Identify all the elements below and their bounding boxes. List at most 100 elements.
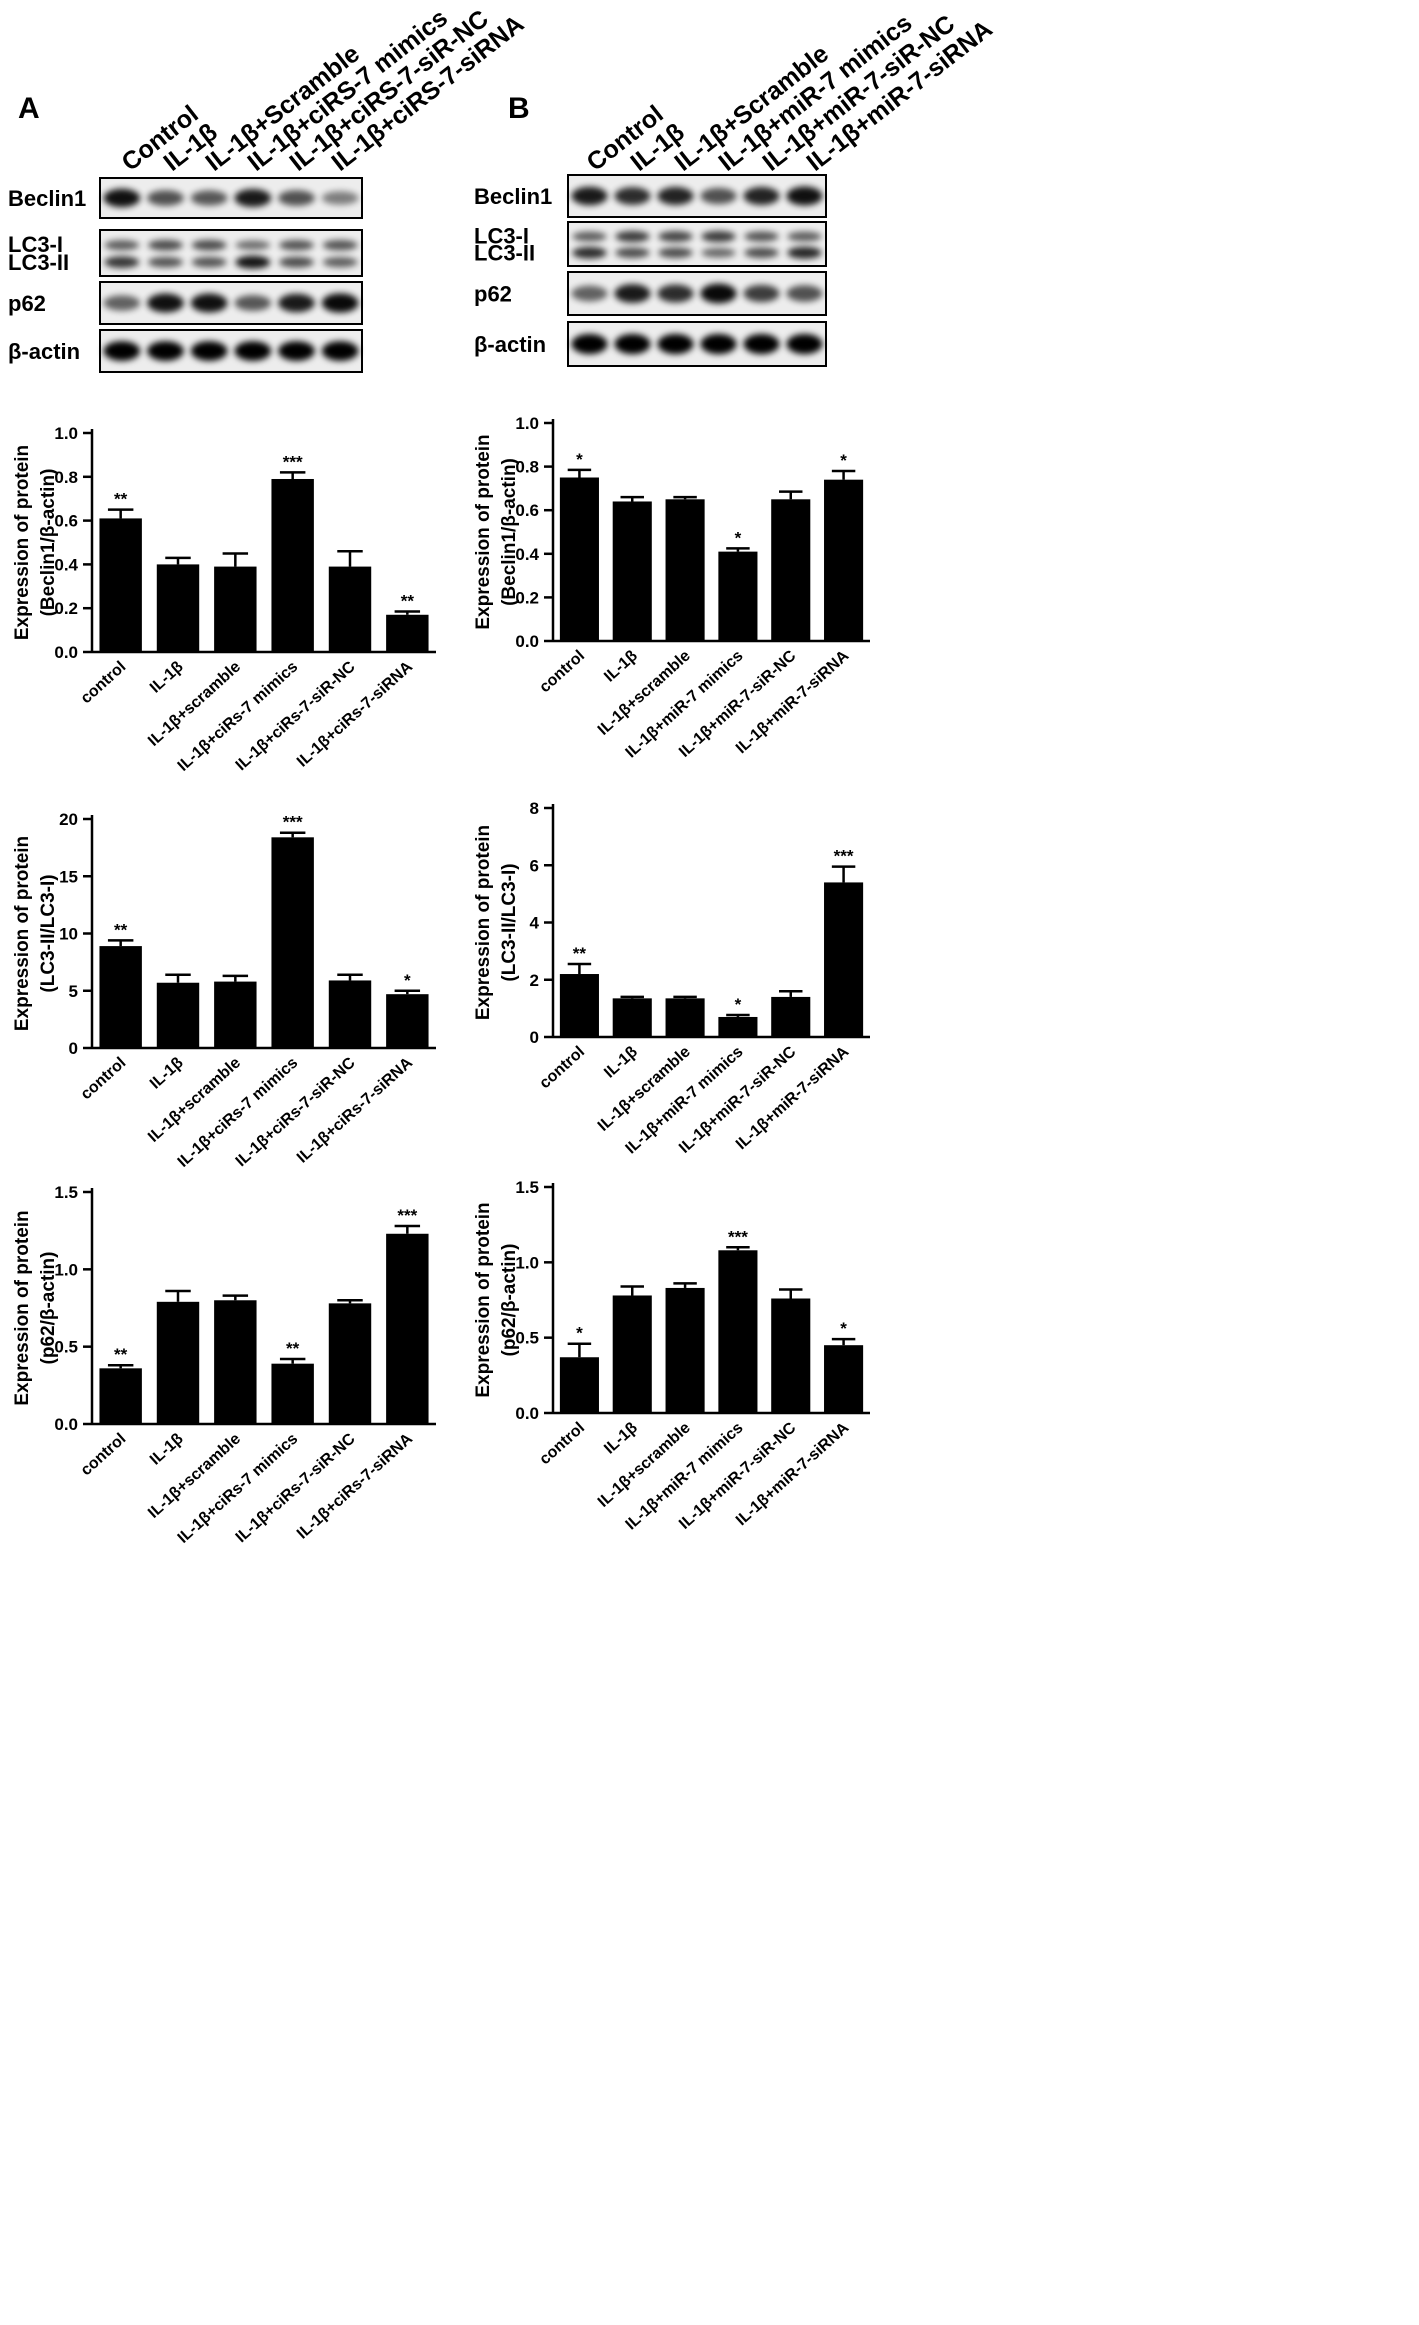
blot-band (700, 333, 737, 355)
blot-row-label: LC3-II (8, 250, 69, 275)
blot-band (190, 341, 228, 361)
bar (328, 1303, 372, 1424)
blot-band (148, 256, 183, 268)
x-tick-label: IL-1β (147, 1430, 187, 1468)
significance-marker: *** (834, 847, 854, 866)
y-axis-label: Expression of protein (12, 836, 33, 1031)
bar (824, 882, 864, 1037)
bar (771, 1298, 811, 1413)
blot-row-label: LC3-I (8, 232, 63, 257)
bar (559, 477, 599, 641)
blot-row-label: LC3-I (474, 224, 529, 249)
blot-row-label: LC3-II (474, 241, 535, 266)
blot-band (278, 341, 315, 361)
blot-band (279, 256, 314, 268)
bar (271, 1363, 314, 1424)
bar-chart: 0.0 0.5 1.0 1.5 Expression of protein (p62/β-… (12, 1183, 436, 1547)
blot-band (786, 333, 823, 355)
bar (328, 566, 372, 652)
bar (214, 566, 257, 652)
blot-band (321, 341, 359, 361)
y-tick-label: 0.6 (54, 512, 78, 531)
y-axis-label: (LC3-II/LC3-I) (38, 874, 59, 992)
blot-band (321, 191, 359, 205)
blot-band (744, 247, 779, 259)
y-tick-label: 0.8 (54, 468, 78, 487)
y-tick-label: 6 (530, 856, 539, 875)
blot-band (103, 188, 141, 208)
x-tick-label: control (78, 1054, 130, 1103)
blot-band (614, 333, 651, 355)
x-tick-label: control (78, 658, 130, 707)
y-tick-label: 0.5 (54, 1338, 78, 1357)
significance-marker: * (735, 995, 742, 1014)
blot-band (322, 257, 358, 268)
y-tick-label: 1.0 (515, 414, 539, 433)
bar (214, 981, 257, 1048)
y-tick-label: 0.0 (515, 1404, 539, 1423)
bar (156, 982, 200, 1048)
bar-chart: 0 5 10 15 20 Expression of protein (LC3-II/LC3… (12, 810, 436, 1171)
x-tick-label: IL-1β (147, 658, 187, 696)
blot-band (322, 239, 358, 251)
bar (386, 1233, 429, 1424)
blot-row-label: p62 (474, 282, 512, 307)
blot-row-label: β-actin (474, 332, 546, 357)
y-tick-label: 15 (59, 867, 78, 886)
blot-band (744, 231, 779, 242)
bar (612, 1295, 652, 1413)
bar (665, 1287, 705, 1413)
blot-row-label: Beclin1 (474, 184, 552, 209)
blot-frame (99, 177, 363, 219)
blot-band (743, 186, 780, 206)
blot-band (234, 189, 272, 207)
x-tick-label: control (536, 1043, 588, 1092)
significance-marker: * (840, 1319, 847, 1338)
blot-band (278, 190, 315, 206)
x-tick-label: IL-1β+ciRs-7-siRNA (294, 658, 416, 771)
y-tick-label: 0.5 (515, 1329, 539, 1348)
blot-band (148, 239, 183, 251)
blot-band (191, 256, 227, 268)
blot-band (104, 256, 140, 269)
bar (665, 499, 705, 641)
blot-band (786, 186, 823, 206)
bar (824, 479, 864, 641)
bar (156, 1301, 200, 1424)
blot-band (701, 247, 736, 258)
blot-band (234, 295, 272, 311)
x-tick-label: IL-1β (601, 1043, 641, 1081)
significance-marker: * (576, 450, 583, 469)
blot-band (657, 333, 694, 355)
blot-band (658, 247, 693, 259)
significance-marker: * (840, 451, 847, 470)
y-tick-label: 8 (530, 799, 539, 818)
x-tick-label: control (78, 1430, 130, 1479)
bar (559, 974, 599, 1037)
blot-band (787, 231, 822, 242)
y-tick-label: 0.2 (54, 599, 78, 618)
bar-chart: 0.0 0.2 0.4 0.6 0.8 1.0 Expression of protein(… (473, 414, 870, 761)
blot-frame (567, 321, 827, 367)
y-tick-label: 5 (69, 982, 78, 1001)
y-tick-label: 0 (69, 1039, 78, 1058)
blot-band (571, 285, 608, 302)
bar (328, 980, 372, 1048)
blot-band (615, 247, 650, 259)
blot-row-label: β-actin (8, 339, 80, 364)
blot-band (235, 255, 271, 269)
y-tick-label: 0 (530, 1028, 539, 1047)
significance-marker: *** (728, 1227, 748, 1246)
bar (824, 1345, 864, 1413)
y-axis-label: (p62/β-actin) (38, 1252, 59, 1365)
blot-frame (567, 271, 827, 316)
blot-band (147, 341, 184, 361)
blot-band (147, 190, 184, 206)
blot-band (234, 341, 272, 361)
y-tick-label: 4 (530, 914, 540, 933)
blot-band (700, 283, 737, 304)
blot-band (147, 293, 184, 313)
y-tick-label: 1.0 (54, 1260, 78, 1279)
